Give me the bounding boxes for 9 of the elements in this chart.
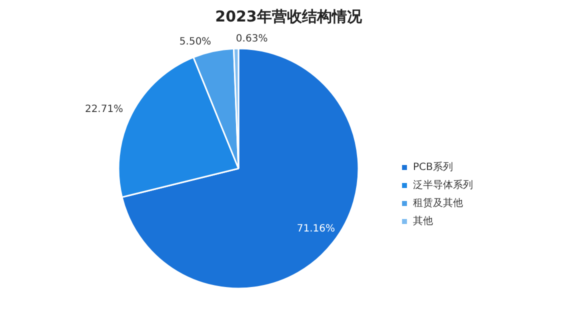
legend-label: PCB系列 (413, 160, 453, 174)
legend-label: 其他 (413, 214, 433, 228)
data-label: 0.63% (236, 33, 268, 44)
legend-label: 租赁及其他 (413, 196, 463, 210)
chart-title: 2023年营收结构情况 (215, 8, 363, 26)
data-label: 22.71% (84, 104, 124, 116)
data-label: 71.16% (296, 224, 336, 235)
legend-label: 泛半导体系列 (413, 178, 473, 192)
data-label: 5.50% (179, 36, 212, 48)
